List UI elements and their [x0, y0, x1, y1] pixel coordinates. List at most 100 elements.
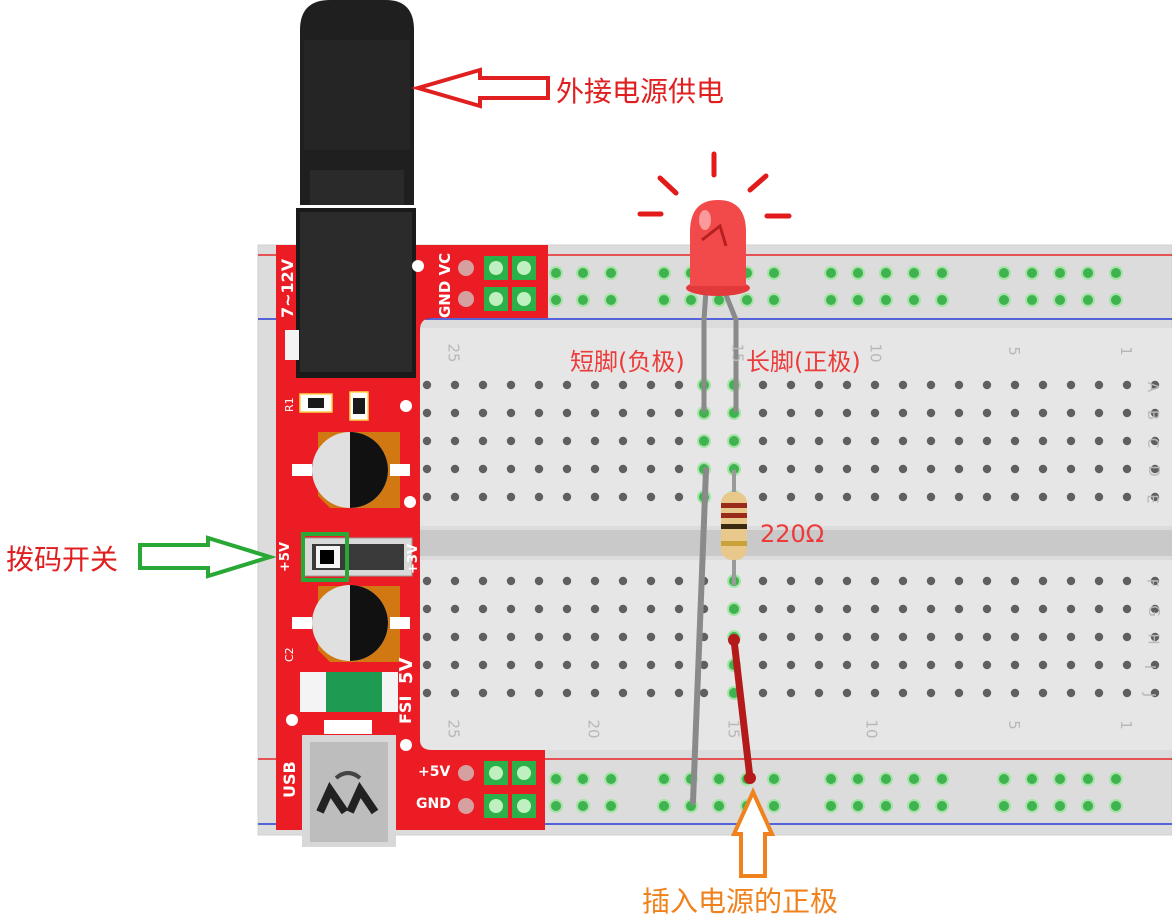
breadboard-hole: [870, 660, 880, 670]
breadboard-hole: [646, 632, 656, 642]
connected-hole: [1111, 268, 1121, 278]
breadboard-hole: [562, 632, 572, 642]
breadboard-hole: [786, 408, 796, 418]
led-glow: [637, 151, 792, 219]
connected-hole: [769, 774, 779, 784]
input-voltage-label: 7~12V: [278, 258, 297, 318]
led-short-leg: [701, 289, 709, 412]
breadboard-hole: [478, 688, 488, 698]
breadboard-hole: [954, 408, 964, 418]
breadboard-hole: [618, 380, 628, 390]
connected-hole: [999, 774, 1009, 784]
breadboard-hole: [646, 492, 656, 502]
connected-hole: [686, 295, 696, 305]
breadboard-hole: [758, 436, 768, 446]
connected-hole: [714, 295, 724, 305]
connected-hole: [659, 295, 669, 305]
breadboard-hole: [870, 604, 880, 614]
rail-label-5v: +5V: [418, 764, 451, 780]
breadboard-hole: [870, 688, 880, 698]
breadboard-hole: [1066, 660, 1076, 670]
breadboard-hole: [1066, 492, 1076, 502]
breadboard-hole: [814, 576, 824, 586]
connected-hole: [729, 436, 739, 446]
breadboard-hole: [898, 688, 908, 698]
breadboard-hole: [1038, 688, 1048, 698]
breadboard-hole: [758, 660, 768, 670]
breadboard-hole: [1122, 660, 1132, 670]
breadboard-hole: [842, 408, 852, 418]
switch-right-label: +3V: [406, 544, 421, 574]
breadboard-hole: [786, 492, 796, 502]
breadboard-hole: [534, 436, 544, 446]
connected-hole: [1083, 268, 1093, 278]
col-num-top-5: 5: [1004, 346, 1023, 356]
cap-ref-label: C2: [283, 647, 296, 662]
connected-hole: [699, 436, 709, 446]
breadboard-hole: [618, 492, 628, 502]
breadboard-hole: [870, 576, 880, 586]
breadboard-hole: [562, 492, 572, 502]
connected-hole: [999, 268, 1009, 278]
connected-hole: [1027, 268, 1037, 278]
breadboard-hole: [590, 688, 600, 698]
breadboard-hole: [618, 604, 628, 614]
breadboard-hole: [870, 492, 880, 502]
connected-hole: [853, 774, 863, 784]
arrow-external-power: [410, 67, 550, 109]
breadboard-hole: [786, 660, 796, 670]
col-num-bottom-25: 25: [444, 719, 463, 739]
connected-hole: [909, 774, 919, 784]
connected-hole: [853, 295, 863, 305]
breadboard-hole: [1066, 688, 1076, 698]
connected-hole: [853, 268, 863, 278]
connected-hole: [606, 774, 616, 784]
breadboard-hole: [982, 604, 992, 614]
breadboard-hole: [926, 492, 936, 502]
breadboard-hole: [534, 660, 544, 670]
breadboard-hole: [898, 436, 908, 446]
breadboard-hole: [842, 660, 852, 670]
breadboard-hole: [814, 604, 824, 614]
breadboard-hole: [478, 660, 488, 670]
breadboard-hole: [646, 380, 656, 390]
breadboard-hole: [590, 380, 600, 390]
breadboard-hole: [926, 436, 936, 446]
breadboard-hole: [758, 492, 768, 502]
breadboard-hole: [674, 436, 684, 446]
breadboard-hole: [506, 688, 516, 698]
resistor-ref-label: R1: [283, 397, 296, 412]
breadboard-hole: [1122, 464, 1132, 474]
breadboard-hole: [534, 380, 544, 390]
breadboard-hole: [674, 660, 684, 670]
connected-hole: [578, 801, 588, 811]
breadboard-hole: [590, 632, 600, 642]
capacitor-1: [292, 432, 410, 508]
connected-hole: [606, 268, 616, 278]
connected-hole: [551, 268, 561, 278]
breadboard-hole: [562, 576, 572, 586]
breadboard-hole: [1150, 576, 1160, 586]
col-num-bottom-5: 5: [1004, 720, 1023, 730]
breadboard-hole: [898, 380, 908, 390]
breadboard-hole: [926, 380, 936, 390]
breadboard-hole: [618, 436, 628, 446]
connected-hole: [937, 801, 947, 811]
col-num-bottom-1: 1: [1116, 720, 1135, 730]
breadboard-hole: [422, 492, 432, 502]
breadboard-hole: [842, 632, 852, 642]
col-num-bottom-20: 20: [584, 719, 603, 739]
breadboard-hole: [478, 408, 488, 418]
connected-hole: [1083, 801, 1093, 811]
breadboard-hole: [1066, 632, 1076, 642]
breadboard-hole: [562, 660, 572, 670]
connected-hole: [606, 295, 616, 305]
connected-hole: [742, 295, 752, 305]
breadboard-hole: [1038, 632, 1048, 642]
row-letter-d: D: [1144, 465, 1163, 477]
breadboard-hole: [926, 632, 936, 642]
breadboard-hole: [534, 408, 544, 418]
breadboard-hole: [450, 632, 460, 642]
breadboard-hole: [898, 464, 908, 474]
breadboard-hole: [926, 688, 936, 698]
